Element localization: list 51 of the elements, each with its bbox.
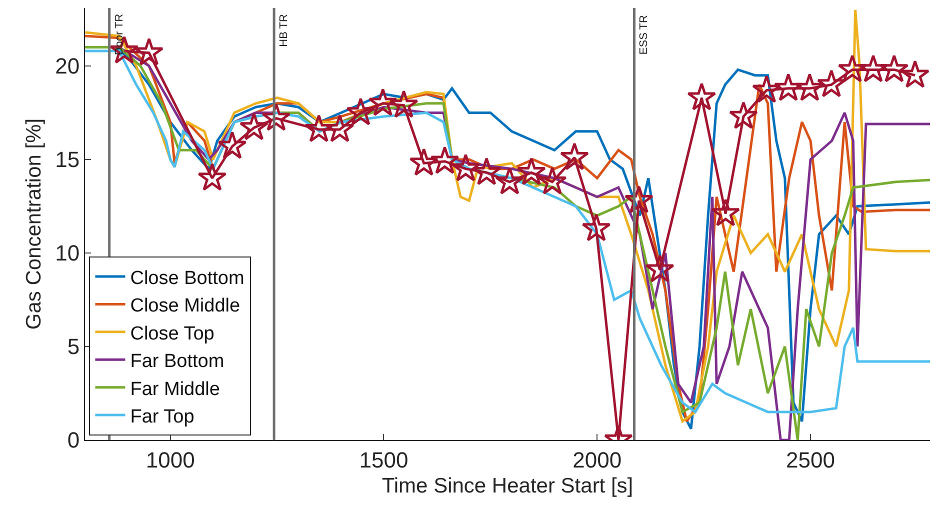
point <box>516 157 546 186</box>
legend-label: Close Middle <box>130 296 240 317</box>
point <box>368 88 398 116</box>
point <box>451 154 480 182</box>
ref-line-label: ESS TR <box>638 14 650 55</box>
point <box>389 90 418 118</box>
point <box>346 97 376 126</box>
point <box>795 73 824 101</box>
point <box>728 101 758 130</box>
y-tick-label: 0 <box>67 428 80 453</box>
point <box>472 157 502 186</box>
point <box>218 131 247 159</box>
legend-label: Close Bottom <box>130 268 244 289</box>
x-tick-label: 1000 <box>146 447 195 472</box>
point <box>198 162 227 191</box>
legend-label: Far Middle <box>130 378 220 400</box>
ref-line-label: HB TR <box>278 14 290 47</box>
point <box>816 69 846 98</box>
point <box>582 213 611 242</box>
y-tick-label: 20 <box>55 54 80 79</box>
y-tick-label: 10 <box>55 240 80 266</box>
legend-label: Far Bottom <box>130 351 224 372</box>
point <box>752 75 782 103</box>
point <box>624 185 654 214</box>
x-tick-label: 2000 <box>572 447 622 472</box>
point <box>538 166 567 194</box>
point <box>430 146 460 174</box>
legend-label: Close Top <box>130 323 214 344</box>
point <box>880 54 909 82</box>
x-axis-title: Time Since Heater Start [s] <box>382 474 634 498</box>
point <box>838 54 867 82</box>
point <box>560 142 590 170</box>
x-tick-label: 1500 <box>359 447 408 472</box>
point <box>687 82 716 110</box>
point <box>325 114 354 142</box>
point <box>774 73 803 101</box>
point <box>134 38 164 66</box>
y-tick-label: 15 <box>55 147 80 172</box>
y-axis-title: Gas Concentration [%] <box>22 118 46 330</box>
point <box>495 166 524 194</box>
legend-label: Far Top <box>130 406 194 428</box>
point <box>645 254 674 282</box>
point <box>900 60 930 88</box>
point <box>711 198 740 226</box>
y-tick-label: 5 <box>67 334 80 360</box>
x-tick-label: 2500 <box>786 447 835 472</box>
point <box>858 54 888 82</box>
point <box>409 148 438 176</box>
point <box>304 114 334 142</box>
ref-line-label: Door TR <box>114 14 126 56</box>
point <box>239 112 269 140</box>
